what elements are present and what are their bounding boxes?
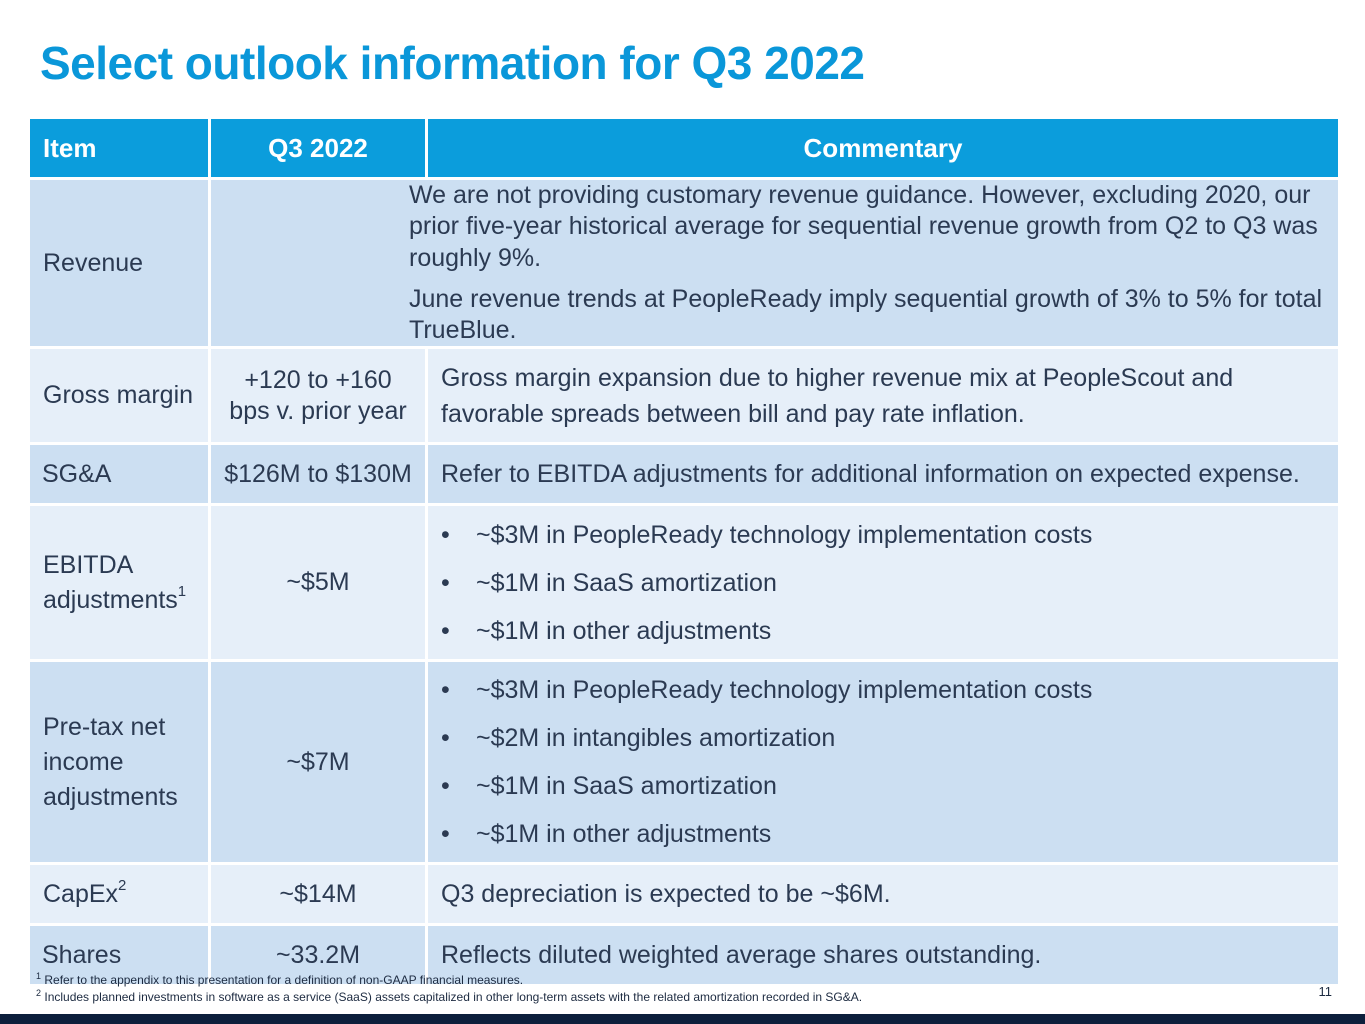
ebitda-bullet: ~$3M in PeopleReady technology implement…: [441, 520, 1325, 550]
footnote-1-text: Refer to the appendix to this presentati…: [44, 973, 524, 987]
row-shares: Shares ~33.2M Reflects diluted weighted …: [27, 923, 1341, 988]
pretax-bullet: ~$2M in intangibles amortization: [441, 723, 1325, 753]
capex-item: CapEx2: [27, 862, 211, 927]
footnotes: 1 Refer to the appendix to this presenta…: [36, 972, 862, 1006]
ebitda-item-line-1: EBITDA: [43, 550, 134, 579]
ebitda-item-line-2: adjustments1: [43, 583, 195, 618]
ebitda-item-line-2-text: adjustments: [43, 585, 178, 614]
ebitda-bullet: ~$1M in other adjustments: [441, 616, 1325, 646]
capex-q3: ~$14M: [208, 862, 428, 927]
pretax-item-line-1: Pre-tax net: [43, 712, 166, 741]
revenue-commentary-para-1: We are not providing customary revenue g…: [409, 181, 1318, 272]
footnote-ref-2: 2: [118, 877, 127, 895]
sga-commentary: Refer to EBITDA adjustments for addition…: [425, 442, 1341, 507]
gross-margin-q3-line-1: +120 to +160: [244, 365, 392, 394]
footnote-2-text: Includes planned investments in software…: [44, 990, 863, 1004]
gross-margin-commentary: Gross margin expansion due to higher rev…: [425, 346, 1341, 446]
row-sga: SG&A $126M to $130M Refer to EBITDA adju…: [27, 442, 1341, 507]
revenue-commentary-para-2: June revenue trends at PeopleReady imply…: [409, 284, 1323, 344]
ebitda-q3: ~$5M: [208, 503, 428, 663]
shares-item: Shares: [27, 923, 211, 988]
pretax-item: Pre-tax net income adjustments: [27, 659, 211, 866]
footnote-2-number: 2: [36, 988, 42, 998]
row-ebitda-adjustments: EBITDA adjustments1 ~$5M ~$3M in PeopleR…: [27, 503, 1341, 663]
pretax-commentary: ~$3M in PeopleReady technology implement…: [425, 659, 1341, 866]
header-q3-2022: Q3 2022: [208, 116, 428, 180]
capex-commentary: Q3 depreciation is expected to be ~$6M.: [425, 862, 1341, 927]
header-commentary: Commentary: [425, 116, 1341, 180]
pretax-bullet-list: ~$3M in PeopleReady technology implement…: [441, 675, 1325, 849]
revenue-commentary: We are not providing customary revenue g…: [208, 176, 1341, 350]
shares-q3: ~33.2M: [208, 923, 428, 988]
footnote-ref-1: 1: [177, 583, 187, 601]
row-gross-margin: Gross margin +120 to +160 bps v. prior y…: [27, 346, 1341, 446]
gross-margin-commentary-line-2: favorable spreads between bill and pay r…: [441, 399, 1025, 428]
footnote-1: 1 Refer to the appendix to this presenta…: [36, 972, 862, 989]
pretax-q3: ~$7M: [208, 659, 428, 866]
sga-item: SG&A: [27, 442, 211, 507]
sga-q3: $126M to $130M: [208, 442, 428, 507]
pretax-item-line-3: adjustments: [43, 782, 178, 811]
gross-margin-item: Gross margin: [27, 346, 211, 446]
ebitda-item: EBITDA adjustments1: [27, 503, 211, 663]
outlook-table: Item Q3 2022 Commentary Revenue We are n…: [27, 116, 1341, 988]
pretax-bullet: ~$3M in PeopleReady technology implement…: [441, 675, 1325, 705]
row-revenue: Revenue We are not providing customary r…: [27, 176, 1341, 350]
page-title: Select outlook information for Q3 2022: [40, 37, 865, 89]
ebitda-bullet-list: ~$3M in PeopleReady technology implement…: [441, 520, 1325, 646]
pretax-item-line-2: income: [43, 747, 124, 776]
gross-margin-q3: +120 to +160 bps v. prior year: [208, 346, 428, 446]
ebitda-commentary: ~$3M in PeopleReady technology implement…: [425, 503, 1341, 663]
footnote-2: 2 Includes planned investments in softwa…: [36, 989, 862, 1006]
ebitda-bullet: ~$1M in SaaS amortization: [441, 568, 1325, 598]
row-pretax-adjustments: Pre-tax net income adjustments ~$7M ~$3M…: [27, 659, 1341, 866]
pretax-bullet: ~$1M in SaaS amortization: [441, 771, 1325, 801]
bottom-bar: [0, 1014, 1365, 1024]
gross-margin-q3-line-2: bps v. prior year: [229, 396, 407, 425]
table-header-row: Item Q3 2022 Commentary: [27, 116, 1341, 180]
revenue-item: Revenue: [27, 176, 211, 350]
capex-item-text: CapEx: [43, 879, 119, 908]
gross-margin-commentary-line-1: Gross margin expansion due to higher rev…: [441, 363, 1234, 392]
footnote-1-number: 1: [36, 971, 42, 981]
row-capex: CapEx2 ~$14M Q3 depreciation is expected…: [27, 862, 1341, 927]
page-number: 11: [1318, 984, 1333, 999]
pretax-bullet: ~$1M in other adjustments: [441, 819, 1325, 849]
header-item: Item: [27, 116, 211, 180]
shares-commentary: Reflects diluted weighted average shares…: [425, 923, 1341, 988]
